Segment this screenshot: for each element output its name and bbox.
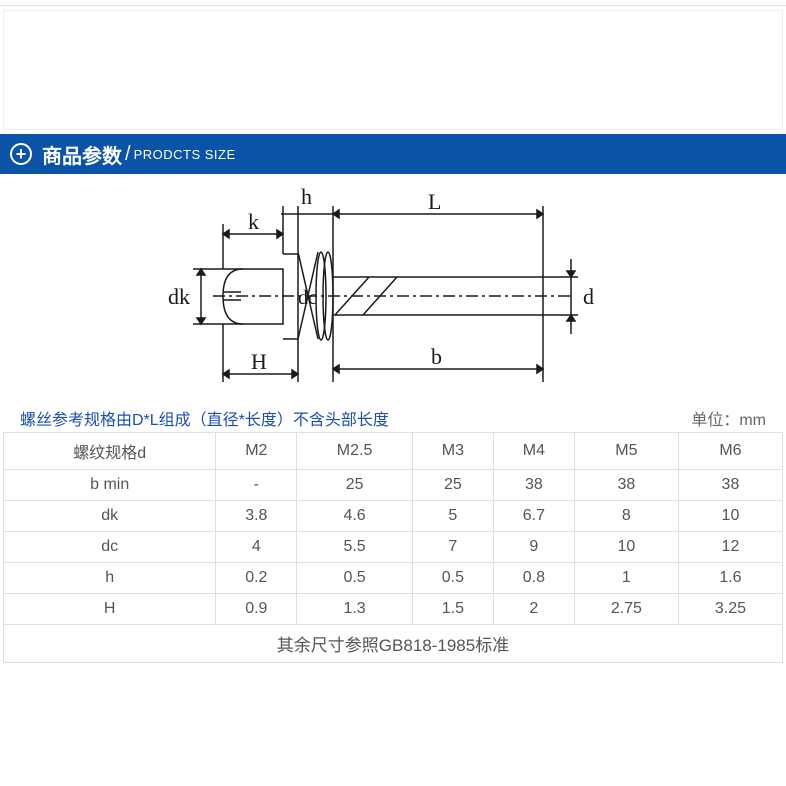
table-cell: 6.7 <box>493 501 574 532</box>
table-cell: 4 <box>216 532 297 563</box>
table-cell: 10 <box>574 532 678 563</box>
dim-label-H: H <box>251 349 267 374</box>
table-cell: 7 <box>412 532 493 563</box>
col-header: M3 <box>412 433 493 470</box>
table-cell: 1.6 <box>678 563 782 594</box>
col-header: M2 <box>216 433 297 470</box>
table-cell: 4.6 <box>297 501 413 532</box>
dim-label-L: L <box>428 189 441 214</box>
header-title-en: PRODCTS SIZE <box>134 147 236 162</box>
table-row: b min-2525383838 <box>4 470 783 501</box>
table-cell: 0.2 <box>216 563 297 594</box>
table-cell: 0.9 <box>216 594 297 625</box>
dim-label-k: k <box>248 209 259 234</box>
col-header: M2.5 <box>297 433 413 470</box>
col-header: M6 <box>678 433 782 470</box>
header-title-cn: 商品参数 <box>42 140 122 169</box>
table-cell: 0.5 <box>297 563 413 594</box>
dim-label-b: b <box>431 344 442 369</box>
table-row: H0.91.31.522.753.25 <box>4 594 783 625</box>
spec-note: 螺丝参考规格由D*L组成（直径*长度）不含头部长度 <box>20 406 389 430</box>
table-cell: 3.25 <box>678 594 782 625</box>
table-cell: 0.5 <box>412 563 493 594</box>
table-cell: 25 <box>297 470 413 501</box>
col-header: 螺纹规格d <box>4 433 216 470</box>
table-row: dk3.84.656.7810 <box>4 501 783 532</box>
unit-label: 单位：mm <box>691 406 766 430</box>
table-row: dc45.5791012 <box>4 532 783 563</box>
header-slash: / <box>125 143 131 166</box>
table-cell: 1.3 <box>297 594 413 625</box>
table-cell: - <box>216 470 297 501</box>
image-placeholder <box>3 10 783 130</box>
table-cell: 9 <box>493 532 574 563</box>
col-header: M5 <box>574 433 678 470</box>
table-cell: 38 <box>574 470 678 501</box>
table-cell: 0.8 <box>493 563 574 594</box>
table-row: h0.20.50.50.811.6 <box>4 563 783 594</box>
table-cell: 5 <box>412 501 493 532</box>
plus-circle-icon <box>10 143 32 165</box>
table-cell: 12 <box>678 532 782 563</box>
table-cell: 1 <box>574 563 678 594</box>
table-cell: b min <box>4 470 216 501</box>
table-cell: H <box>4 594 216 625</box>
table-cell: dc <box>4 532 216 563</box>
table-cell: 38 <box>678 470 782 501</box>
col-header: M4 <box>493 433 574 470</box>
table-cell: h <box>4 563 216 594</box>
spec-table: 螺纹规格dM2M2.5M3M4M5M6 b min-2525383838dk3.… <box>3 432 783 625</box>
table-cell: 10 <box>678 501 782 532</box>
dim-label-d: d <box>583 284 594 309</box>
table-cell: 8 <box>574 501 678 532</box>
table-cell: 38 <box>493 470 574 501</box>
table-cell: 25 <box>412 470 493 501</box>
table-cell: 2 <box>493 594 574 625</box>
table-cell: 2.75 <box>574 594 678 625</box>
table-cell: dk <box>4 501 216 532</box>
table-cell: 1.5 <box>412 594 493 625</box>
footer-standard: 其余尺寸参照GB818-1985标准 <box>3 625 783 663</box>
table-cell: 3.8 <box>216 501 297 532</box>
dim-label-h: h <box>301 184 312 209</box>
dim-label-dk: dk <box>168 284 190 309</box>
screw-diagram: k h L dk dc <box>0 174 786 404</box>
dim-label-dc: dc <box>298 287 317 309</box>
table-cell: 5.5 <box>297 532 413 563</box>
section-header: 商品参数 / PRODCTS SIZE <box>0 134 786 174</box>
